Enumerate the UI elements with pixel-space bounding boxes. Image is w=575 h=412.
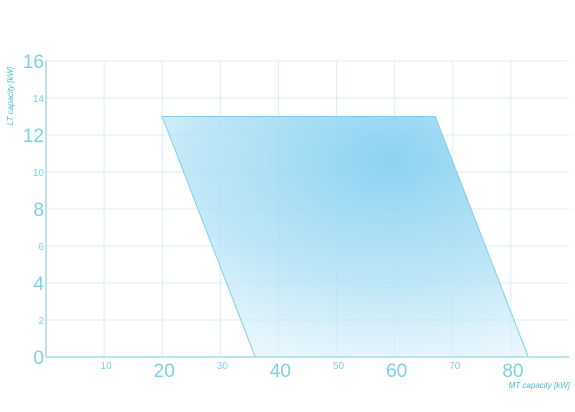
- y-tick-label-16: 16: [23, 52, 44, 73]
- area-polygon-0: [161, 116, 530, 358]
- x-tick-label-20: 20: [154, 361, 175, 382]
- x-axis-title: MT capacity [kW]: [509, 381, 571, 390]
- y-tick-label-12: 12: [23, 126, 44, 147]
- y-tick-label-8: 8: [33, 200, 44, 221]
- x-tick-label-60: 60: [386, 361, 407, 382]
- y-tick-label-0: 0: [33, 348, 44, 369]
- x-tick-label-40: 40: [270, 361, 291, 382]
- x-tick-label-70: 70: [449, 361, 461, 372]
- x-tick-label-10: 10: [101, 361, 113, 372]
- x-tick-label-30: 30: [217, 361, 229, 372]
- x-tick-label-80: 80: [502, 361, 523, 382]
- y-tick-label-14: 14: [33, 94, 45, 105]
- axes: [45, 61, 569, 358]
- operating-area: [161, 116, 530, 358]
- x-tick-label-50: 50: [333, 361, 345, 372]
- tick-labels: 0 4 8 12 16 2 6 10 14 20 40 60 80 10 30 50 70: [23, 52, 524, 382]
- y-tick-label-2: 2: [38, 316, 44, 327]
- y-axis-title: LT capacity [kW]: [6, 66, 15, 125]
- y-tick-label-6: 6: [38, 242, 44, 253]
- y-tick-label-10: 10: [33, 168, 45, 179]
- y-tick-label-4: 4: [33, 274, 44, 295]
